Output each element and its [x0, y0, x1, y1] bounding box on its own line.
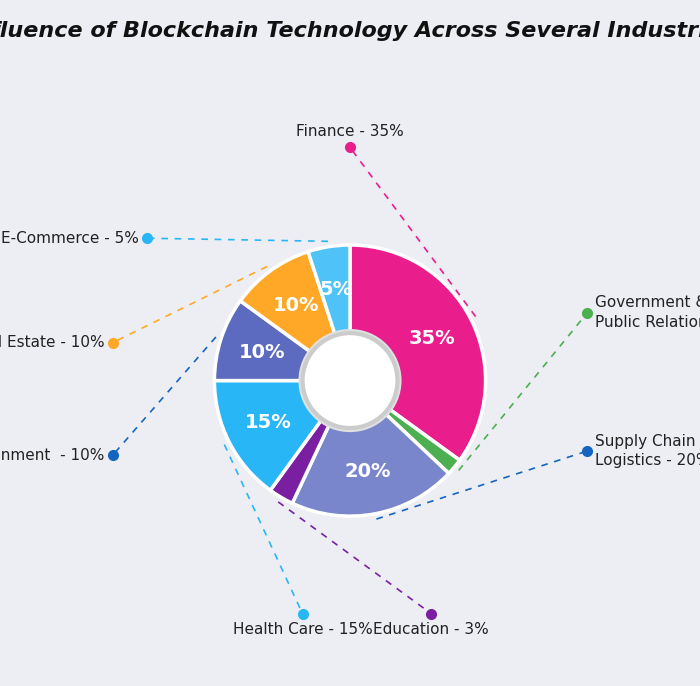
Wedge shape [350, 381, 460, 473]
Wedge shape [270, 381, 350, 504]
Text: Government &
Public Relations - 2%: Government & Public Relations - 2% [596, 296, 700, 330]
Text: E-Commerce - 5%: E-Commerce - 5% [1, 230, 139, 246]
Text: 15%: 15% [244, 413, 291, 432]
Text: Education - 3%: Education - 3% [374, 622, 489, 637]
Wedge shape [240, 252, 350, 381]
Text: Health Care - 15%: Health Care - 15% [232, 622, 372, 637]
Wedge shape [214, 381, 350, 490]
Text: Supply Chain &
Logistics - 20%: Supply Chain & Logistics - 20% [596, 434, 700, 469]
Text: Finance - 35%: Finance - 35% [296, 124, 404, 139]
Text: 35%: 35% [409, 329, 456, 348]
Wedge shape [350, 245, 486, 460]
Text: 10%: 10% [272, 296, 319, 316]
Text: Real Estate - 10%: Real Estate - 10% [0, 335, 104, 350]
Wedge shape [293, 381, 449, 516]
Text: Entertainment  - 10%: Entertainment - 10% [0, 448, 104, 462]
Text: 20%: 20% [344, 462, 391, 481]
Text: 5%: 5% [319, 280, 352, 299]
Text: Influence of Blockchain Technology Across Several Industries: Influence of Blockchain Technology Acros… [0, 21, 700, 40]
Text: 10%: 10% [239, 342, 286, 362]
Wedge shape [214, 301, 350, 381]
Circle shape [302, 333, 398, 428]
Wedge shape [308, 245, 350, 381]
